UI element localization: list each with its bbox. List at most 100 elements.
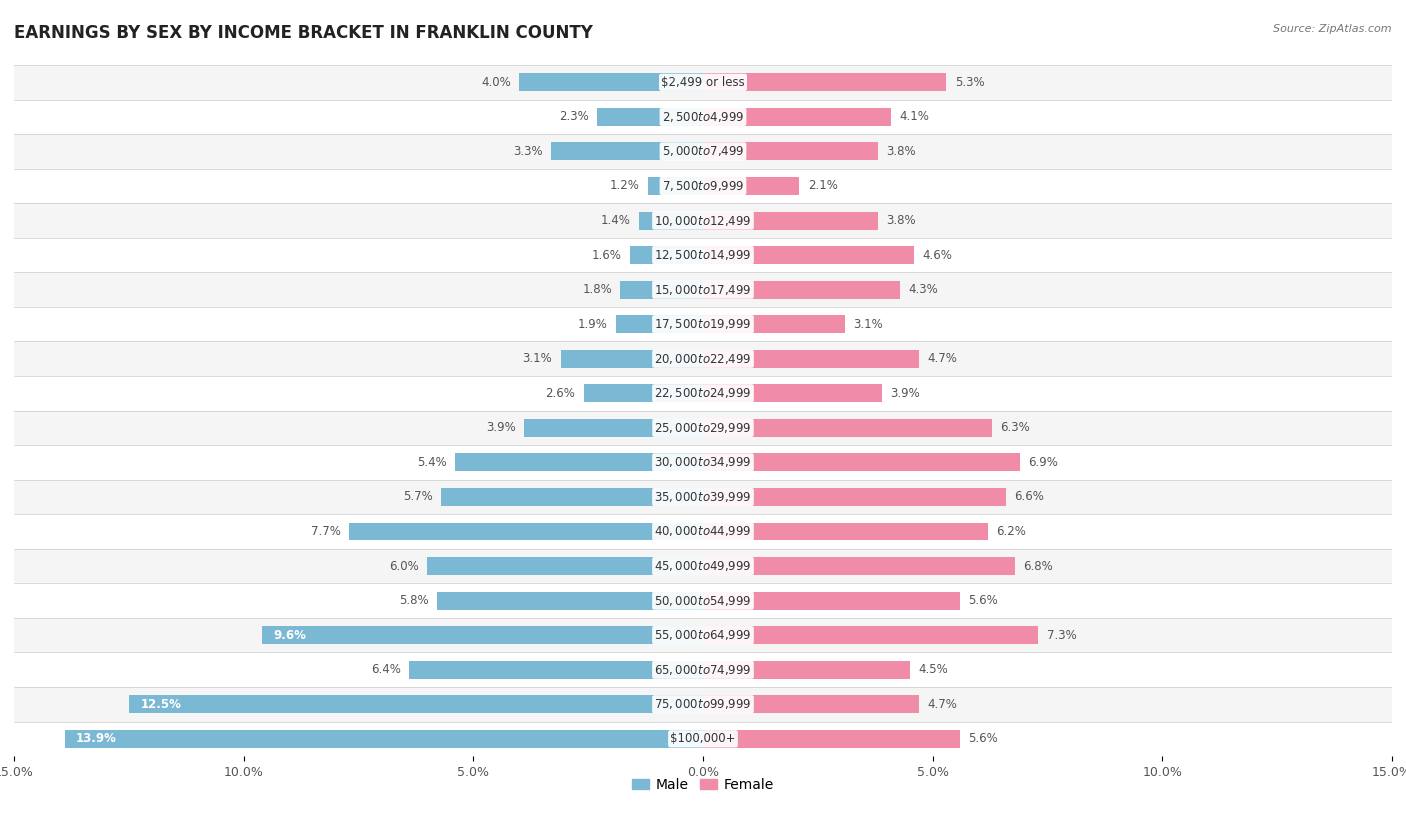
Legend: Male, Female: Male, Female [627,772,779,798]
Text: 6.0%: 6.0% [389,559,419,572]
Text: 5.3%: 5.3% [955,76,984,89]
Text: 6.9%: 6.9% [1028,456,1059,469]
Text: 5.8%: 5.8% [399,594,429,607]
Bar [620,280,703,298]
Text: $35,000 to $39,999: $35,000 to $39,999 [654,490,752,504]
Bar [14,411,1392,445]
Bar [14,722,1392,756]
Bar [14,134,1392,168]
Bar [14,618,1392,652]
Bar [14,376,1392,411]
Text: 2.6%: 2.6% [546,387,575,400]
Bar [703,315,845,333]
Text: 7.3%: 7.3% [1046,628,1077,641]
Bar [427,557,703,575]
Text: 5.6%: 5.6% [969,733,998,746]
Text: 7.7%: 7.7% [311,525,342,538]
Text: 12.5%: 12.5% [141,698,181,711]
Text: $20,000 to $22,499: $20,000 to $22,499 [654,352,752,366]
Text: 1.8%: 1.8% [582,283,612,296]
Bar [630,246,703,264]
Text: 3.8%: 3.8% [886,145,915,158]
Bar [14,237,1392,272]
Bar [703,385,882,402]
Text: $12,500 to $14,999: $12,500 to $14,999 [654,248,752,262]
Bar [703,73,946,91]
Bar [703,454,1019,472]
Bar [551,142,703,160]
Text: 2.1%: 2.1% [807,180,838,193]
Bar [65,730,703,748]
Bar [703,419,993,437]
Bar [456,454,703,472]
Text: 3.8%: 3.8% [886,214,915,227]
Text: $100,000+: $100,000+ [671,733,735,746]
Bar [524,419,703,437]
Text: $25,000 to $29,999: $25,000 to $29,999 [654,421,752,435]
Text: $10,000 to $12,499: $10,000 to $12,499 [654,214,752,228]
Text: 6.2%: 6.2% [995,525,1026,538]
Text: $2,499 or less: $2,499 or less [661,76,745,89]
Bar [349,523,703,541]
Text: 5.6%: 5.6% [969,594,998,607]
Text: 6.4%: 6.4% [371,663,401,676]
Bar [598,108,703,126]
Text: $50,000 to $54,999: $50,000 to $54,999 [654,593,752,607]
Bar [638,211,703,229]
Text: 4.5%: 4.5% [918,663,948,676]
Text: 3.9%: 3.9% [486,421,516,434]
Bar [14,445,1392,480]
Text: 5.7%: 5.7% [404,490,433,503]
Bar [703,142,877,160]
Bar [703,488,1007,506]
Bar [409,661,703,679]
Bar [129,695,703,713]
Bar [703,730,960,748]
Text: 1.2%: 1.2% [610,180,640,193]
Text: 6.8%: 6.8% [1024,559,1053,572]
Text: 4.3%: 4.3% [908,283,939,296]
Bar [14,168,1392,203]
Bar [703,350,920,367]
Text: 13.9%: 13.9% [76,733,117,746]
Bar [14,341,1392,376]
Bar [703,626,1038,644]
Bar [703,280,900,298]
Text: 1.9%: 1.9% [578,318,607,331]
Text: 9.6%: 9.6% [274,628,307,641]
Bar [703,177,800,195]
Bar [561,350,703,367]
Text: 1.4%: 1.4% [600,214,630,227]
Text: 4.7%: 4.7% [927,698,957,711]
Text: $65,000 to $74,999: $65,000 to $74,999 [654,663,752,676]
Text: 3.1%: 3.1% [853,318,883,331]
Text: 3.1%: 3.1% [523,352,553,365]
Text: 1.6%: 1.6% [592,249,621,262]
Bar [519,73,703,91]
Text: 6.3%: 6.3% [1001,421,1031,434]
Text: 4.7%: 4.7% [927,352,957,365]
Text: $15,000 to $17,499: $15,000 to $17,499 [654,283,752,297]
Text: $75,000 to $99,999: $75,000 to $99,999 [654,698,752,711]
Bar [703,661,910,679]
Bar [648,177,703,195]
Bar [262,626,703,644]
Bar [14,65,1392,99]
Bar [14,99,1392,134]
Bar [14,480,1392,514]
Text: 4.6%: 4.6% [922,249,952,262]
Text: $22,500 to $24,999: $22,500 to $24,999 [654,386,752,400]
Bar [583,385,703,402]
Text: 6.6%: 6.6% [1014,490,1045,503]
Text: 3.3%: 3.3% [513,145,543,158]
Bar [14,307,1392,341]
Text: $7,500 to $9,999: $7,500 to $9,999 [662,179,744,193]
Text: $30,000 to $34,999: $30,000 to $34,999 [654,455,752,469]
Bar [14,272,1392,307]
Bar [703,246,914,264]
Text: Source: ZipAtlas.com: Source: ZipAtlas.com [1274,24,1392,34]
Bar [14,687,1392,722]
Text: $2,500 to $4,999: $2,500 to $4,999 [662,110,744,124]
Text: 4.1%: 4.1% [900,111,929,124]
Text: 3.9%: 3.9% [890,387,920,400]
